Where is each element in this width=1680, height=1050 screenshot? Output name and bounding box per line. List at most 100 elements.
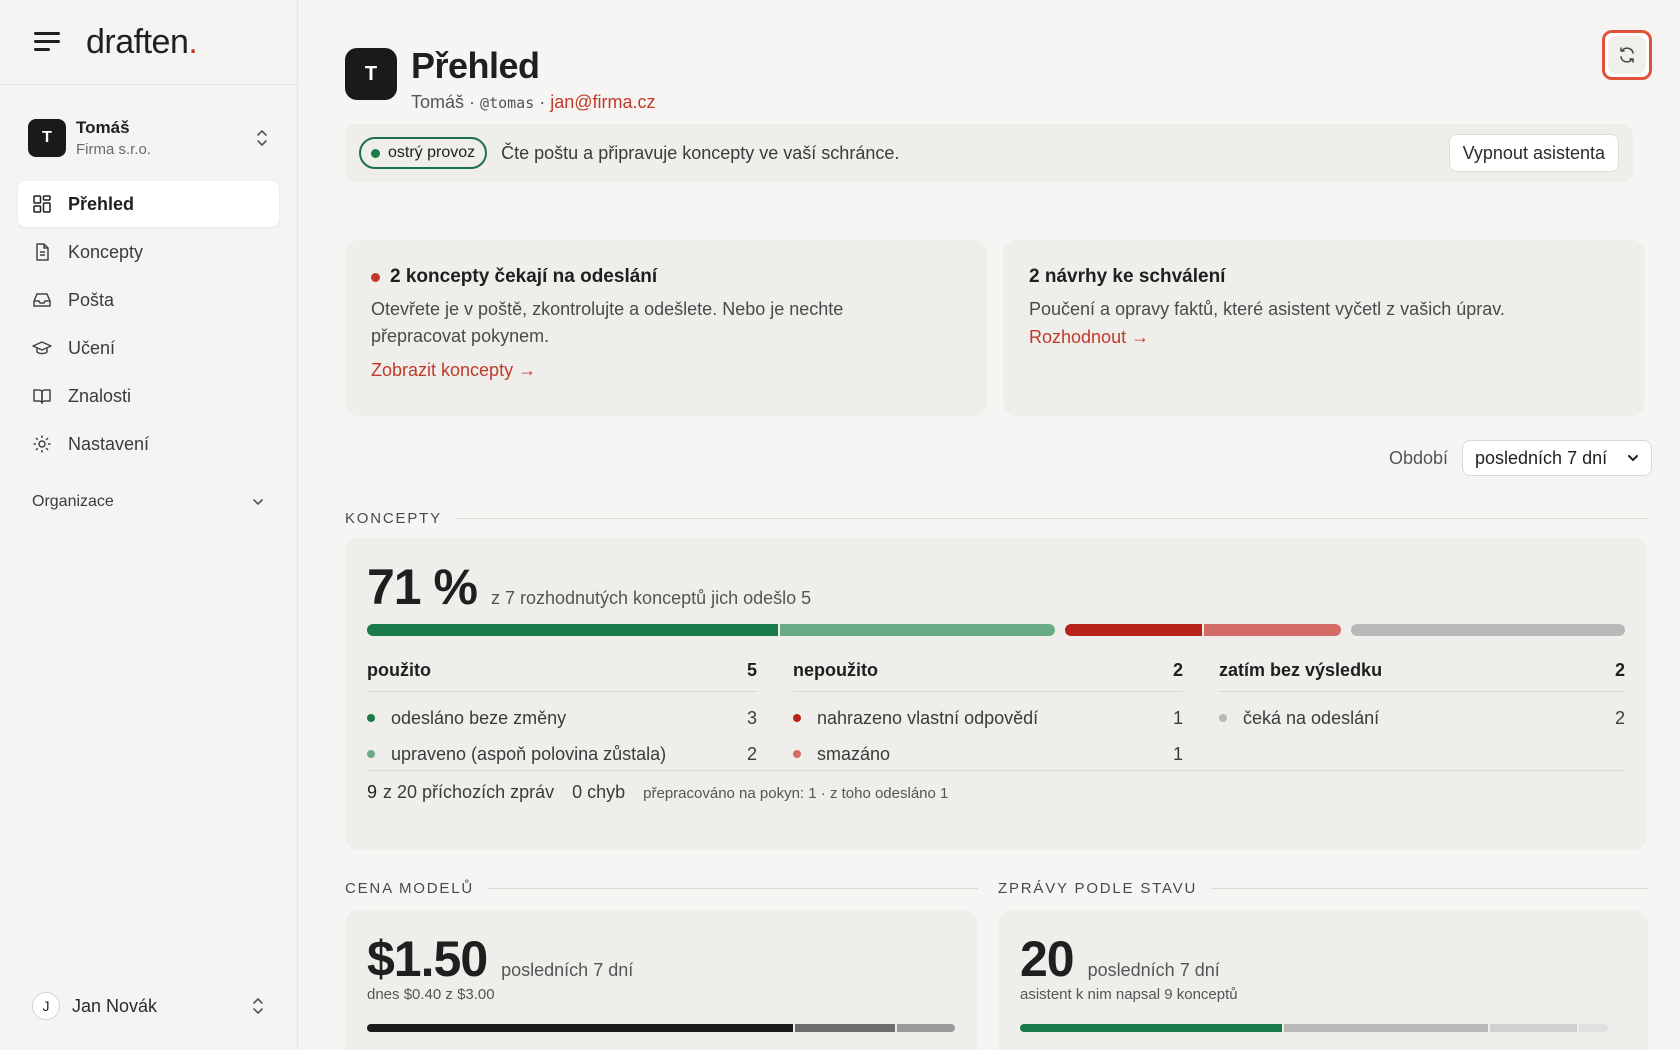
bar-segment bbox=[1203, 624, 1341, 636]
cost-today: dnes $0.40 z $3.00 bbox=[367, 986, 495, 1003]
group-total: 2 bbox=[1614, 660, 1625, 680]
legend-dot bbox=[793, 714, 801, 722]
chevron-down-icon bbox=[253, 499, 263, 506]
concepts-outcome-bar bbox=[367, 624, 1625, 636]
divider bbox=[367, 770, 1625, 771]
nav-item-znalosti[interactable]: Znalosti bbox=[18, 373, 279, 419]
profile-handle: @tomas bbox=[480, 94, 535, 112]
profile-avatar: T bbox=[345, 48, 397, 100]
profile-name: Tomáš bbox=[411, 92, 465, 112]
group-pending: zatím bez výsledku 2 čeká na odeslání 2 bbox=[1219, 660, 1625, 736]
page-header: T Přehled Tomáš · @tomas · jan@firma.cz bbox=[345, 46, 656, 113]
gear-icon bbox=[33, 435, 51, 453]
cost-period: posledních 7 dní bbox=[501, 960, 634, 980]
refresh-button[interactable] bbox=[1602, 30, 1652, 80]
graduation-cap-icon bbox=[32, 341, 52, 355]
nav-item-nastaveni[interactable]: Nastavení bbox=[18, 421, 279, 467]
document-icon bbox=[36, 243, 49, 261]
group-total: 5 bbox=[746, 660, 757, 680]
group-used: použito 5 odesláno beze změny 3 upraveno (… bbox=[367, 660, 757, 772]
messages-count: 20 bbox=[1020, 931, 1075, 987]
dashboard-icon bbox=[33, 195, 51, 213]
success-percent: 71 % bbox=[367, 559, 478, 615]
inbox-icon bbox=[33, 293, 51, 307]
list-item: čeká na odeslání 2 bbox=[1219, 700, 1625, 736]
cost-card: $1.50 posledních 7 dní dnes $0.40 z $3.0… bbox=[345, 910, 978, 1050]
drafts-waiting-card: 2 koncepty čekají na odeslání Otevřete j… bbox=[345, 240, 987, 416]
card-body: Otevřete je v poště, zkontrolujte a odeš… bbox=[371, 299, 844, 346]
chevron-down-icon bbox=[1628, 455, 1638, 462]
book-icon bbox=[33, 389, 51, 404]
page-title: Přehled bbox=[411, 45, 540, 86]
bar-segment bbox=[1283, 1024, 1488, 1032]
period-select[interactable]: posledních 7 dní bbox=[1462, 440, 1652, 476]
messages-period: posledních 7 dní bbox=[1087, 960, 1220, 980]
decide-link[interactable]: Rozhodnout → bbox=[1029, 327, 1150, 347]
bar-segment bbox=[367, 1024, 794, 1032]
group-title: zatím bez výsledku bbox=[1219, 660, 1383, 680]
status-badge: ostrý provoz bbox=[359, 137, 488, 169]
nav-item-label: Znalosti bbox=[68, 385, 132, 406]
error-count: 0 chyb bbox=[572, 782, 626, 802]
nav-item-label: Pošta bbox=[68, 289, 115, 310]
group-unused: nepoužito 2 nahrazeno vlastní odpovědí 1 s… bbox=[793, 660, 1183, 772]
refresh-icon bbox=[1620, 47, 1634, 63]
period-filter: Období posledních 7 dní bbox=[1389, 440, 1652, 476]
incoming-count: 9 bbox=[367, 782, 378, 802]
disable-assistant-button[interactable]: Vypnout asistenta bbox=[1448, 134, 1619, 172]
nav-item-prehled[interactable]: Přehled bbox=[18, 181, 279, 227]
bar-segment bbox=[1489, 1024, 1577, 1032]
messages-sub: asistent k nim napsal 9 konceptů bbox=[1020, 986, 1238, 1003]
menu-icon[interactable] bbox=[34, 32, 60, 52]
user-menu[interactable]: J Jan Novák bbox=[32, 988, 265, 1024]
bar-segment bbox=[780, 624, 1055, 636]
bar-segment bbox=[896, 1024, 955, 1032]
main-nav: Přehled Koncepty Pošta Učení Znalosti Na… bbox=[0, 181, 297, 467]
bar-segment bbox=[1350, 624, 1625, 636]
concepts-footer-stats: 9 z 20 příchozích zpráv 0 chyb přepracov… bbox=[367, 782, 948, 803]
nav-item-koncepty[interactable]: Koncepty bbox=[18, 229, 279, 275]
profile-subline: Tomáš · @tomas · jan@firma.cz bbox=[411, 92, 656, 112]
list-item: smazáno 1 bbox=[793, 736, 1183, 772]
legend-dot bbox=[367, 714, 375, 722]
user-name: Jan Novák bbox=[72, 995, 158, 1016]
brand-header: draften. bbox=[0, 0, 297, 85]
legend-dot bbox=[1219, 714, 1227, 722]
profile-email[interactable]: jan@firma.cz bbox=[550, 92, 656, 112]
bar-segment bbox=[1064, 624, 1202, 636]
nav-item-uceni[interactable]: Učení bbox=[18, 325, 279, 371]
section-heading-messages: ZPRÁVY PODLE STAVU bbox=[998, 880, 1648, 897]
list-item: upraveno (aspoň polovina zůstala) 2 bbox=[367, 736, 757, 772]
incoming-text: z 20 příchozích zpráv bbox=[383, 782, 555, 802]
cost-amount: $1.50 bbox=[367, 931, 488, 987]
status-text: Čte poštu a připravuje koncepty ve vaší … bbox=[501, 142, 900, 163]
nav-item-label: Učení bbox=[68, 337, 116, 358]
group-title: nepoužito bbox=[793, 660, 878, 680]
organizations-toggle[interactable]: Organizace bbox=[0, 485, 297, 519]
account-avatar: T bbox=[28, 119, 66, 157]
account-switcher[interactable]: T Tomáš Firma s.r.o. bbox=[0, 115, 297, 161]
nav-item-label: Nastavení bbox=[68, 433, 150, 454]
bar-segment bbox=[1020, 1024, 1282, 1032]
cost-budget-bar bbox=[367, 1024, 955, 1032]
card-title: 2 návrhy ke schválení bbox=[1029, 266, 1226, 287]
nav-item-label: Koncepty bbox=[68, 241, 144, 262]
concepts-card: 71 % z 7 rozhodnutých konceptů jich odeš… bbox=[345, 538, 1647, 850]
user-avatar: J bbox=[32, 992, 60, 1020]
nav-item-posta[interactable]: Pošta bbox=[18, 277, 279, 323]
card-body: Poučení a opravy faktů, které asistent v… bbox=[1029, 299, 1505, 319]
chevron-up-down-icon bbox=[257, 130, 267, 146]
section-heading-cost: CENA MODELŮ bbox=[345, 880, 978, 897]
show-drafts-link[interactable]: Zobrazit koncepty → bbox=[371, 360, 537, 380]
proposals-card: 2 návrhy ke schválení Poučení a opravy f… bbox=[1003, 240, 1645, 416]
chevron-up-down-icon bbox=[253, 998, 263, 1014]
status-dot bbox=[371, 148, 380, 158]
list-item: odesláno beze změny 3 bbox=[367, 700, 757, 736]
account-name: Tomáš bbox=[76, 118, 130, 137]
alert-dot bbox=[371, 272, 380, 282]
group-total: 2 bbox=[1172, 660, 1183, 680]
bar-segment bbox=[1578, 1024, 1608, 1032]
list-item: nahrazeno vlastní odpovědí 1 bbox=[793, 700, 1183, 736]
group-title: použito bbox=[367, 660, 431, 680]
messages-status-bar bbox=[1020, 1024, 1608, 1032]
